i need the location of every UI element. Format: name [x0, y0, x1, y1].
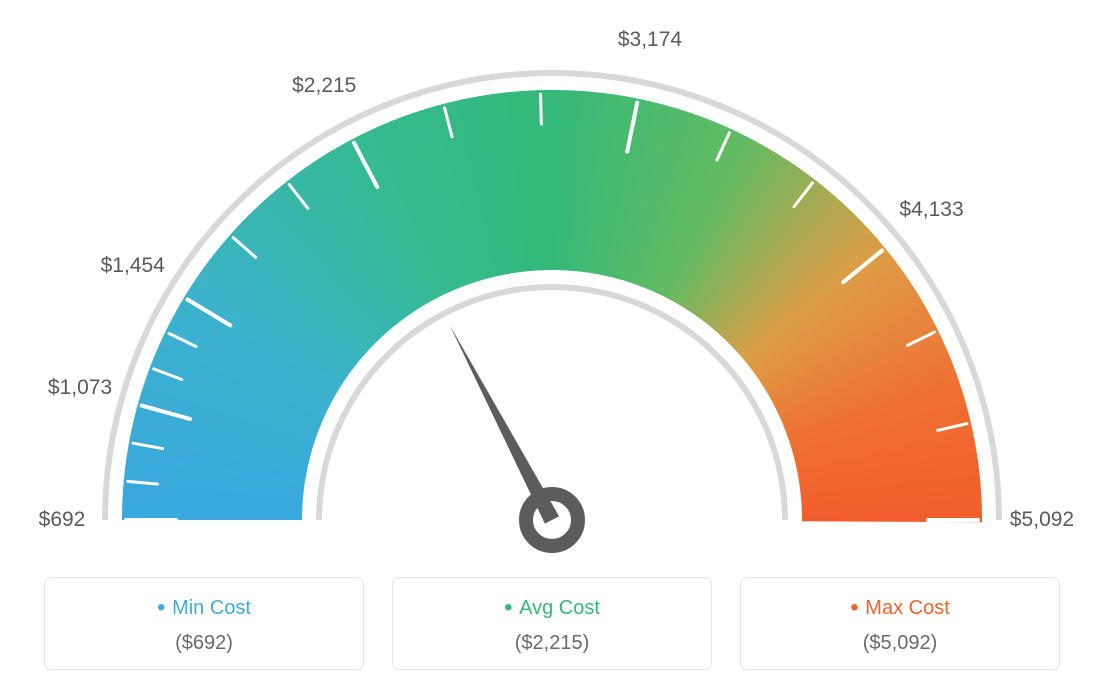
legend-title-avg: Avg Cost — [403, 594, 701, 622]
gauge-tick-label: $1,454 — [101, 254, 165, 278]
gauge-tick-label: $5,092 — [1010, 508, 1074, 532]
legend-card-min: Min Cost ($692) — [44, 577, 364, 670]
legend-card-max: Max Cost ($5,092) — [740, 577, 1060, 670]
gauge-tick-label: $3,174 — [618, 28, 682, 52]
legend-row: Min Cost ($692) Avg Cost ($2,215) Max Co… — [0, 577, 1104, 670]
legend-card-avg: Avg Cost ($2,215) — [392, 577, 712, 670]
legend-title-min: Min Cost — [55, 594, 353, 622]
gauge-tick-label: $2,215 — [292, 74, 356, 98]
legend-title-max: Max Cost — [751, 594, 1049, 622]
gauge-tick-label: $692 — [39, 508, 86, 532]
gauge-chart: $692 $1,073 $1,454 $2,215 $3,174 $4,133 $5,092 — [0, 0, 1104, 560]
legend-value-avg: ($2,215) — [403, 632, 701, 655]
gauge-tick-label: $1,073 — [48, 376, 112, 400]
legend-value-min: ($692) — [55, 632, 353, 655]
gauge-tick-label: $4,133 — [899, 198, 963, 222]
legend-value-max: ($5,092) — [751, 632, 1049, 655]
gauge-svg — [0, 0, 1104, 560]
